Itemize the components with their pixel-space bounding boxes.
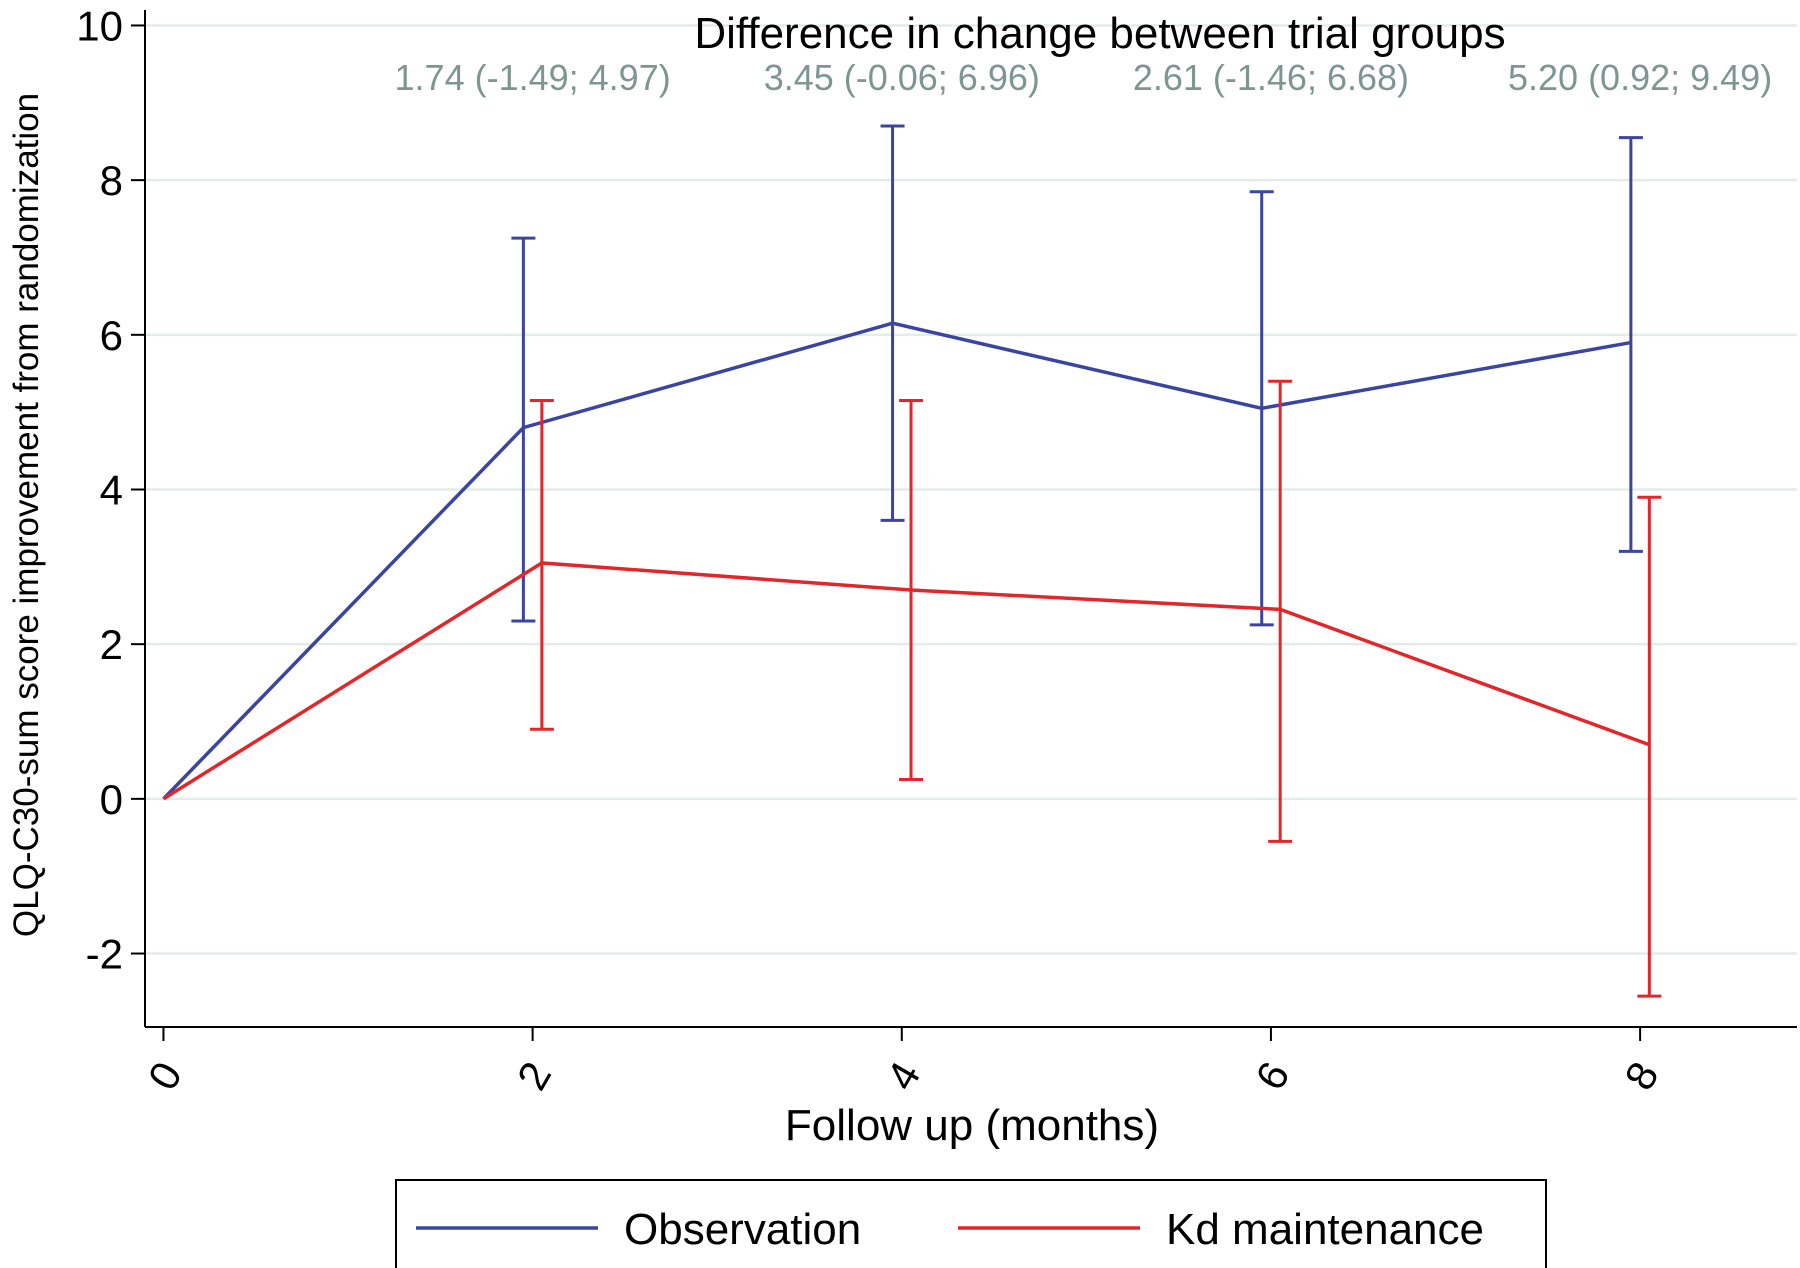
x-tick-label: 0: [139, 1054, 191, 1098]
y-tick-label: 10: [76, 2, 123, 49]
legend-label-observation: Observation: [624, 1205, 861, 1254]
series-line-0: [162, 321, 1632, 801]
x-tick-label: 4: [877, 1054, 929, 1098]
x-axis-title: Follow up (months): [785, 1101, 1159, 1150]
difference-annotation: 2.61 (-1.46; 6.68): [1133, 57, 1409, 98]
y-tick-label: -2: [86, 931, 123, 978]
legend-box: [395, 1179, 1547, 1268]
legend-label-kd-maintenance: Kd maintenance: [1166, 1205, 1484, 1254]
x-tick-label: 8: [1615, 1054, 1667, 1098]
difference-annotation: 5.20 (0.92; 9.49): [1508, 57, 1772, 98]
chart-title: Difference in change between trial group…: [694, 9, 1505, 58]
legend: Observation Kd maintenance: [395, 1179, 1547, 1268]
series: [162, 124, 1662, 998]
difference-annotation: 3.45 (-0.06; 6.96): [764, 57, 1040, 98]
y-tick-label: 6: [100, 312, 123, 359]
y-tick-label: 4: [100, 466, 123, 513]
y-tick-label: 0: [100, 776, 123, 823]
difference-annotation: 1.74 (-1.49; 4.97): [395, 57, 671, 98]
series-line-1: [162, 561, 1650, 801]
x-tick-label: 2: [508, 1054, 560, 1098]
y-axis-title: QLQ-C30-sum score improvement from rando…: [7, 93, 46, 937]
annotations: 1.74 (-1.49; 4.97) 3.45 (-0.06; 6.96) 2.61…: [395, 57, 1773, 98]
grid: [145, 24, 1797, 955]
axes: -2 0 2 4 6 8 10 0 2 4 6 8: [76, 2, 1797, 1098]
y-tick-label: 8: [100, 157, 123, 204]
y-tick-label: 2: [100, 621, 123, 668]
x-tick-label: 6: [1246, 1054, 1298, 1098]
